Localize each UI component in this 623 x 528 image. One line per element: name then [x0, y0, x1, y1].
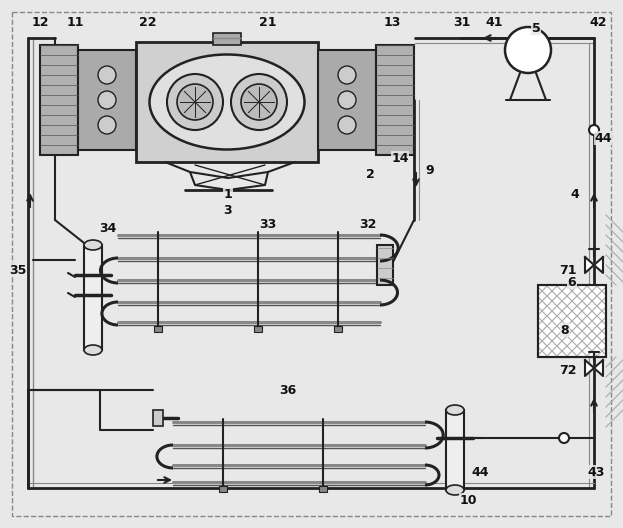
Circle shape: [167, 74, 223, 130]
Circle shape: [177, 84, 213, 120]
Ellipse shape: [84, 345, 102, 355]
Circle shape: [559, 433, 569, 443]
Ellipse shape: [150, 54, 305, 149]
Text: 43: 43: [587, 466, 605, 478]
Bar: [78, 50, 136, 150]
Text: 10: 10: [459, 494, 477, 506]
Text: 42: 42: [589, 15, 607, 29]
Polygon shape: [594, 257, 603, 273]
Text: 5: 5: [531, 22, 540, 34]
Bar: [219, 486, 227, 492]
Text: 72: 72: [559, 363, 577, 376]
Text: 31: 31: [454, 15, 471, 29]
Text: 3: 3: [224, 203, 232, 216]
Bar: [318, 50, 376, 150]
Bar: [376, 45, 414, 155]
Text: 32: 32: [359, 219, 377, 231]
Text: 2: 2: [366, 168, 374, 182]
Circle shape: [98, 91, 116, 109]
Circle shape: [338, 116, 356, 134]
Bar: [446, 410, 464, 490]
Text: 34: 34: [99, 222, 117, 234]
Bar: [538, 285, 606, 357]
Text: 36: 36: [279, 383, 297, 397]
Text: 14: 14: [391, 152, 409, 165]
Circle shape: [505, 27, 551, 73]
Circle shape: [338, 66, 356, 84]
Ellipse shape: [446, 485, 464, 495]
Circle shape: [98, 66, 116, 84]
Circle shape: [589, 125, 599, 135]
Bar: [84, 245, 102, 350]
Text: 11: 11: [66, 15, 83, 29]
Text: 33: 33: [259, 219, 277, 231]
Bar: [153, 410, 163, 426]
Bar: [538, 285, 606, 357]
Circle shape: [338, 91, 356, 109]
Polygon shape: [585, 360, 594, 376]
Text: 21: 21: [259, 15, 277, 29]
Ellipse shape: [446, 405, 464, 415]
Text: 41: 41: [485, 15, 503, 29]
Text: 12: 12: [31, 15, 49, 29]
Text: 9: 9: [426, 164, 434, 176]
Bar: [154, 326, 162, 332]
Text: 35: 35: [9, 263, 27, 277]
Text: 6: 6: [568, 276, 576, 288]
Text: 44: 44: [471, 466, 489, 478]
Text: 8: 8: [561, 324, 569, 336]
Circle shape: [241, 84, 277, 120]
Bar: [377, 245, 393, 285]
Circle shape: [98, 116, 116, 134]
Bar: [254, 326, 262, 332]
Text: 1: 1: [224, 188, 232, 202]
Bar: [334, 326, 342, 332]
Bar: [40, 45, 78, 155]
Ellipse shape: [84, 240, 102, 250]
Text: 13: 13: [383, 15, 401, 29]
Text: 22: 22: [140, 15, 157, 29]
Text: 4: 4: [571, 188, 579, 202]
Circle shape: [231, 74, 287, 130]
Bar: [136, 42, 318, 162]
Bar: [213, 33, 241, 45]
Bar: [319, 486, 327, 492]
Text: 71: 71: [559, 263, 577, 277]
Polygon shape: [594, 360, 603, 376]
Polygon shape: [585, 257, 594, 273]
Text: 44: 44: [594, 131, 612, 145]
